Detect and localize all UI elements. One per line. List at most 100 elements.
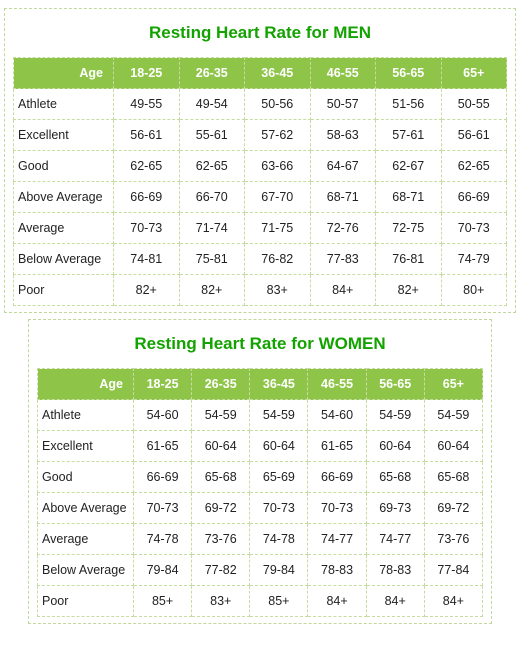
cell: 80+ bbox=[441, 275, 507, 306]
cell: 66-69 bbox=[441, 182, 507, 213]
cell: 68-71 bbox=[310, 182, 376, 213]
cell: 63-66 bbox=[245, 151, 311, 182]
title-women: Resting Heart Rate for WOMEN bbox=[37, 328, 483, 368]
cell: 62-65 bbox=[179, 151, 245, 182]
cell: 60-64 bbox=[250, 431, 308, 462]
row-label: Average bbox=[38, 524, 134, 555]
cell: 69-72 bbox=[192, 493, 250, 524]
cell: 82+ bbox=[376, 275, 442, 306]
col-age-4: 56-65 bbox=[366, 369, 424, 400]
cell: 69-72 bbox=[424, 493, 482, 524]
cell: 82+ bbox=[114, 275, 180, 306]
cell: 54-59 bbox=[250, 400, 308, 431]
cell: 70-73 bbox=[134, 493, 192, 524]
cell: 66-69 bbox=[114, 182, 180, 213]
table-row: Below Average74-8175-8176-8277-8376-8174… bbox=[14, 244, 507, 275]
cell: 78-83 bbox=[308, 555, 366, 586]
cell: 66-70 bbox=[179, 182, 245, 213]
cell: 75-81 bbox=[179, 244, 245, 275]
table-row: Excellent61-6560-6460-6461-6560-6460-64 bbox=[38, 431, 483, 462]
cell: 72-75 bbox=[376, 213, 442, 244]
cell: 74-81 bbox=[114, 244, 180, 275]
table-men-body: Athlete49-5549-5450-5650-5751-5650-55Exc… bbox=[14, 89, 507, 306]
cell: 50-56 bbox=[245, 89, 311, 120]
cell: 82+ bbox=[179, 275, 245, 306]
table-row: Poor85+83+85+84+84+84+ bbox=[38, 586, 483, 617]
cell: 50-55 bbox=[441, 89, 507, 120]
cell: 65-68 bbox=[424, 462, 482, 493]
cell: 57-62 bbox=[245, 120, 311, 151]
table-row: Above Average70-7369-7270-7370-7369-7369… bbox=[38, 493, 483, 524]
cell: 54-59 bbox=[366, 400, 424, 431]
col-age-5: 65+ bbox=[441, 58, 507, 89]
col-age-label: Age bbox=[38, 369, 134, 400]
col-age-2: 36-45 bbox=[245, 58, 311, 89]
cell: 77-83 bbox=[310, 244, 376, 275]
col-age-3: 46-55 bbox=[308, 369, 366, 400]
cell: 77-84 bbox=[424, 555, 482, 586]
cell: 83+ bbox=[245, 275, 311, 306]
cell: 65-69 bbox=[250, 462, 308, 493]
col-age-0: 18-25 bbox=[114, 58, 180, 89]
row-label: Good bbox=[14, 151, 114, 182]
cell: 68-71 bbox=[376, 182, 442, 213]
cell: 76-81 bbox=[376, 244, 442, 275]
cell: 71-75 bbox=[245, 213, 311, 244]
row-label: Athlete bbox=[38, 400, 134, 431]
cell: 70-73 bbox=[250, 493, 308, 524]
cell: 54-59 bbox=[424, 400, 482, 431]
cell: 84+ bbox=[366, 586, 424, 617]
cell: 83+ bbox=[192, 586, 250, 617]
row-label: Athlete bbox=[14, 89, 114, 120]
cell: 73-76 bbox=[192, 524, 250, 555]
panel-women: Resting Heart Rate for WOMEN Age 18-25 2… bbox=[28, 319, 492, 624]
cell: 67-70 bbox=[245, 182, 311, 213]
table-row: Athlete54-6054-5954-5954-6054-5954-59 bbox=[38, 400, 483, 431]
cell: 74-78 bbox=[250, 524, 308, 555]
col-age-5: 65+ bbox=[424, 369, 482, 400]
header-row: Age 18-25 26-35 36-45 46-55 56-65 65+ bbox=[38, 369, 483, 400]
cell: 74-78 bbox=[134, 524, 192, 555]
cell: 51-56 bbox=[376, 89, 442, 120]
title-men: Resting Heart Rate for MEN bbox=[13, 17, 507, 57]
row-label: Above Average bbox=[38, 493, 134, 524]
cell: 74-79 bbox=[441, 244, 507, 275]
col-age-4: 56-65 bbox=[376, 58, 442, 89]
cell: 85+ bbox=[134, 586, 192, 617]
cell: 60-64 bbox=[192, 431, 250, 462]
cell: 76-82 bbox=[245, 244, 311, 275]
cell: 85+ bbox=[250, 586, 308, 617]
cell: 62-65 bbox=[441, 151, 507, 182]
row-label: Below Average bbox=[14, 244, 114, 275]
cell: 56-61 bbox=[441, 120, 507, 151]
cell: 62-67 bbox=[376, 151, 442, 182]
cell: 70-73 bbox=[441, 213, 507, 244]
table-women-body: Athlete54-6054-5954-5954-6054-5954-59Exc… bbox=[38, 400, 483, 617]
cell: 61-65 bbox=[134, 431, 192, 462]
col-age-0: 18-25 bbox=[134, 369, 192, 400]
cell: 49-55 bbox=[114, 89, 180, 120]
cell: 84+ bbox=[424, 586, 482, 617]
row-label: Excellent bbox=[38, 431, 134, 462]
table-row: Good62-6562-6563-6664-6762-6762-65 bbox=[14, 151, 507, 182]
cell: 61-65 bbox=[308, 431, 366, 462]
table-women: Age 18-25 26-35 36-45 46-55 56-65 65+ At… bbox=[37, 368, 483, 617]
table-row: Poor82+82+83+84+82+80+ bbox=[14, 275, 507, 306]
cell: 60-64 bbox=[424, 431, 482, 462]
header-row: Age 18-25 26-35 36-45 46-55 56-65 65+ bbox=[14, 58, 507, 89]
panel-men: Resting Heart Rate for MEN Age 18-25 26-… bbox=[4, 8, 516, 313]
cell: 74-77 bbox=[308, 524, 366, 555]
cell: 64-67 bbox=[310, 151, 376, 182]
table-row: Above Average66-6966-7067-7068-7168-7166… bbox=[14, 182, 507, 213]
cell: 69-73 bbox=[366, 493, 424, 524]
table-row: Excellent56-6155-6157-6258-6357-6156-61 bbox=[14, 120, 507, 151]
cell: 70-73 bbox=[308, 493, 366, 524]
cell: 60-64 bbox=[366, 431, 424, 462]
table-row: Average74-7873-7674-7874-7774-7773-76 bbox=[38, 524, 483, 555]
col-age-1: 26-35 bbox=[179, 58, 245, 89]
row-label: Good bbox=[38, 462, 134, 493]
row-label: Excellent bbox=[14, 120, 114, 151]
table-men: Age 18-25 26-35 36-45 46-55 56-65 65+ At… bbox=[13, 57, 507, 306]
table-row: Athlete49-5549-5450-5650-5751-5650-55 bbox=[14, 89, 507, 120]
cell: 70-73 bbox=[114, 213, 180, 244]
